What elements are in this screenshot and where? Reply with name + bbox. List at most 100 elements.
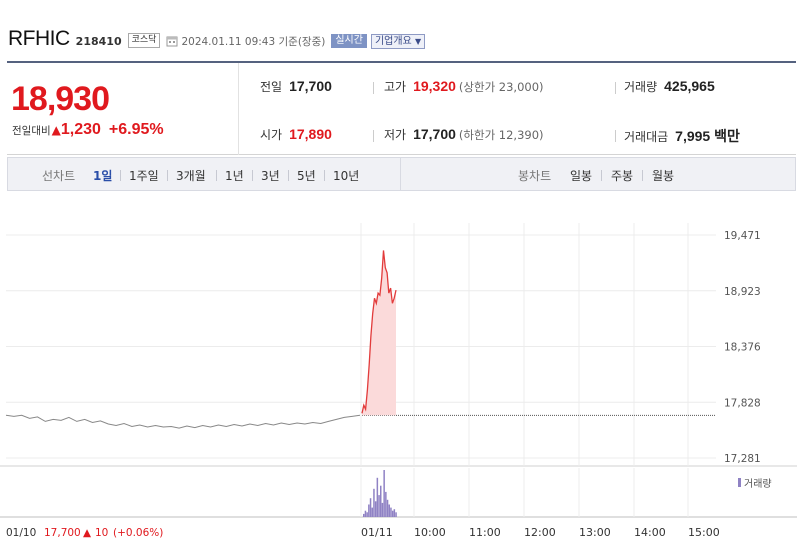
volume-legend-label: 거래량	[744, 478, 772, 490]
y-tick-label: 17,281	[724, 453, 761, 465]
chart-footer: 01/10 17,700 ▲ 10 (+0.06%)	[6, 527, 163, 539]
current-price: 18,930	[11, 80, 110, 118]
company-overview-button[interactable]: 기업개요 ▼	[370, 33, 426, 49]
volume-bar	[390, 507, 392, 517]
prev-day-line	[5, 414, 361, 429]
prev-close-cell: 전일 17,700	[260, 78, 332, 95]
volume-value: 425,965	[664, 78, 715, 94]
open-value: 17,890	[289, 126, 332, 142]
tab-divider	[642, 170, 643, 181]
chevron-down-icon: ▼	[414, 36, 422, 46]
tab-monthly[interactable]: 월봉	[652, 169, 675, 183]
tabs-divider	[400, 157, 401, 191]
x-tick-label: 01/11	[361, 526, 393, 539]
tab-3year[interactable]: 3년	[261, 169, 280, 183]
quote-panel: 18,930 전일대비 ▲ 1,230 +6.95% 전일 17,700 고가 …	[7, 61, 796, 155]
footer-up-triangle-icon: ▲	[83, 527, 92, 539]
volume-bar	[386, 499, 389, 517]
stock-name: RFHIC	[8, 27, 70, 50]
tab-divider	[324, 170, 325, 181]
price-series	[5, 250, 716, 429]
today-line	[361, 250, 397, 414]
tab-divider	[252, 170, 253, 181]
volume-chart	[363, 470, 397, 517]
volume-bar	[366, 512, 368, 517]
market-badge: 코스닥	[127, 33, 161, 48]
divider	[373, 82, 374, 94]
tab-3month[interactable]: 3개월	[176, 169, 206, 183]
volume-bar	[374, 501, 377, 517]
y-tick-label: 18,923	[724, 286, 761, 298]
volume-bar	[388, 504, 390, 517]
up-triangle-icon: ▲	[51, 123, 61, 137]
tab-1week[interactable]: 1주일	[129, 169, 159, 183]
tab-weekly[interactable]: 주봉	[611, 169, 634, 183]
divider	[615, 130, 616, 142]
volume-bar	[369, 498, 372, 517]
y-tick-label: 19,471	[724, 230, 761, 242]
x-tick-label: 11:00	[469, 526, 501, 539]
footer-prev-close: 17,700	[44, 527, 81, 539]
tab-divider	[120, 170, 121, 181]
change-label: 전일대비	[12, 125, 51, 137]
volume-bar	[373, 488, 375, 517]
y-axis-labels: 19,471 18,923 18,376 17,828 17,281	[724, 230, 761, 465]
x-tick-label: 15:00	[688, 526, 720, 539]
footer-prev-date: 01/10	[6, 527, 36, 539]
prev-close-label: 전일	[260, 80, 283, 94]
tab-5year[interactable]: 5년	[297, 169, 316, 183]
open-cell: 시가 17,890	[260, 126, 332, 143]
tab-daily[interactable]: 일봉	[570, 169, 593, 183]
volume-bar	[391, 510, 394, 517]
chart-tabs: 선차트 1일 1주일 3개월 1년 3년 5년 10년 봉차트 일봉 주봉 월봉	[7, 157, 796, 191]
low-cell: 저가 17,700 (하한가 12,390)	[384, 126, 544, 143]
high-cell: 고가 19,320 (상한가 23,000)	[384, 78, 544, 95]
tab-10year[interactable]: 10년	[333, 169, 360, 183]
change-amount: 1,230	[60, 121, 101, 138]
tab-1day[interactable]: 1일	[93, 169, 113, 183]
volume-bar	[395, 512, 397, 517]
tab-divider	[601, 170, 602, 181]
tab-divider	[216, 170, 217, 181]
stock-header: RFHIC 218410 코스닥 2024.01.11 09:43 기준(장중)…	[8, 26, 426, 52]
open-label: 시가	[260, 128, 283, 142]
live-badge[interactable]: 실시간	[331, 34, 367, 48]
divider	[615, 82, 616, 94]
calendar-icon	[166, 32, 178, 51]
volume-legend-swatch	[738, 478, 741, 487]
footer-prev-change-pct: (+0.06%)	[113, 527, 163, 539]
stock-code: 218410	[75, 35, 122, 48]
y-tick-label: 18,376	[724, 342, 761, 354]
tab-divider	[288, 170, 289, 181]
lower-limit: (하한가 12,390)	[458, 128, 544, 142]
change-percent: +6.95%	[108, 121, 164, 138]
tab-1year[interactable]: 1년	[225, 169, 244, 183]
y-tick-label: 17,828	[724, 397, 761, 409]
trade-value-cell: 거래대금 7,995 백만	[624, 126, 740, 146]
volume-bar	[380, 485, 382, 517]
volume-label: 거래량	[624, 80, 658, 94]
volume-bar	[385, 491, 387, 517]
volume-bar	[381, 502, 384, 517]
volume-bar	[363, 513, 365, 517]
high-value: 19,320	[413, 78, 456, 94]
today-area	[362, 250, 396, 416]
footer-prev-change: 10	[95, 527, 108, 539]
volume-bar	[364, 510, 367, 517]
candle-chart-label: 봉차트	[518, 169, 552, 183]
x-tick-label: 14:00	[634, 526, 666, 539]
volume-bar	[368, 504, 370, 517]
trade-value: 7,995 백만	[675, 128, 740, 144]
high-label: 고가	[384, 80, 407, 94]
volume-bar	[393, 509, 396, 517]
volume-cell: 거래량 425,965	[624, 78, 715, 95]
change-info: 전일대비 ▲ 1,230 +6.95%	[12, 121, 164, 139]
volume-bar	[378, 495, 380, 517]
trade-value-label: 거래대금	[624, 130, 669, 144]
volume-bar	[371, 507, 373, 517]
chart-grid	[0, 223, 797, 518]
price-box: 18,930 전일대비 ▲ 1,230 +6.95%	[7, 63, 239, 155]
x-tick-label: 13:00	[579, 526, 611, 539]
